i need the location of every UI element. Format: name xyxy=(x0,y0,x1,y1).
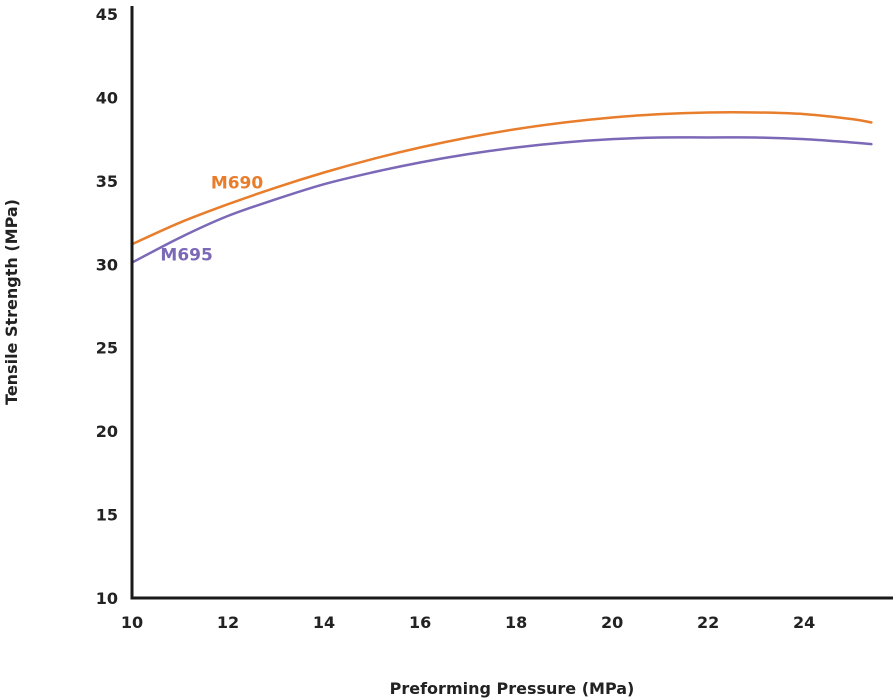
x-tick-label-20: 20 xyxy=(601,613,623,632)
series-label-m695: M695 xyxy=(160,246,212,266)
y-tick-label-45: 45 xyxy=(96,5,118,24)
y-tick-label-25: 25 xyxy=(96,339,118,358)
series-line-m695 xyxy=(130,136,873,264)
x-axis-title: Preforming Pressure (MPa) xyxy=(390,679,635,698)
y-tick-label-10: 10 xyxy=(96,589,118,608)
x-tick-label-10: 10 xyxy=(121,613,143,632)
y-tick-label-30: 30 xyxy=(96,255,118,274)
x-tick-label-18: 18 xyxy=(505,613,527,632)
x-tick-label-14: 14 xyxy=(313,613,335,632)
x-tick-label-12: 12 xyxy=(217,613,239,632)
series-labels: M690 M695 xyxy=(160,174,263,266)
x-tick-label-22: 22 xyxy=(697,613,719,632)
x-tick-label-16: 16 xyxy=(409,613,431,632)
y-tick-label-15: 15 xyxy=(96,506,118,525)
y-tick-label-40: 40 xyxy=(96,88,118,107)
x-tick-label-24: 24 xyxy=(793,613,815,632)
y-tick-labels: 10 15 20 25 30 35 40 45 xyxy=(96,5,118,608)
y-axis-title: Tensile Strength (MPa) xyxy=(2,199,21,405)
series-layer xyxy=(130,110,873,264)
series-label-m690: M690 xyxy=(211,174,264,194)
x-tick-labels: 10 12 14 16 18 20 22 24 xyxy=(121,613,815,632)
y-tick-label-35: 35 xyxy=(96,172,118,191)
series-line-m690 xyxy=(130,110,873,246)
y-tick-label-20: 20 xyxy=(96,422,118,441)
